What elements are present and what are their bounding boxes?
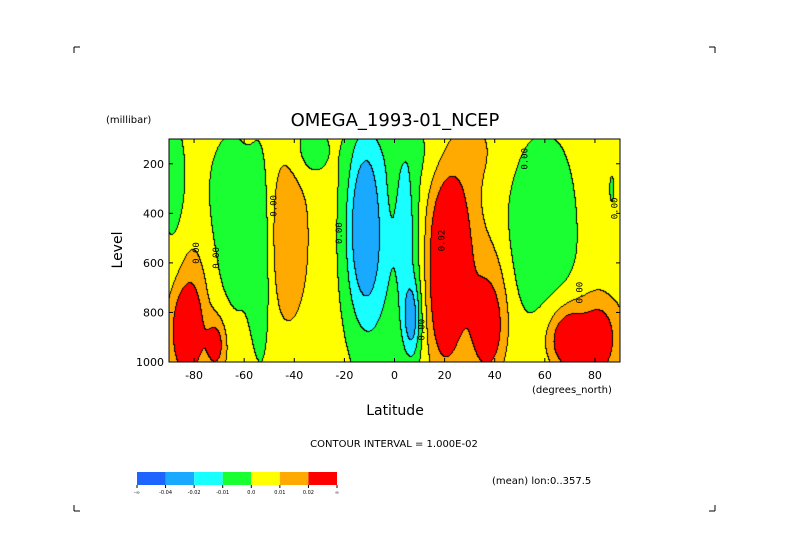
colorbar-label: 0.02 [303,490,314,496]
x-tick-label: -40 [285,369,303,382]
x-tick-label: -80 [185,369,203,382]
x-tick-label: -20 [335,369,353,382]
contour-interval-text: CONTOUR INTERVAL = 1.000E-02 [310,439,478,450]
colorbar-swatch [222,472,252,485]
y-axis-ticks: 200 400 600 800 1000 [136,158,620,369]
y-tick-label: 1000 [136,356,164,369]
x-axis-label: Latitude [366,403,424,419]
contour-label: 0.00 [192,242,202,264]
chart-title: OMEGA_1993-01_NCEP [291,110,500,131]
colorbar-label: 0.01 [274,490,285,496]
colorbar-label: -0.04 [159,490,172,496]
colorbar-label: -0.02 [188,490,201,496]
x-tick-label: -60 [235,369,253,382]
y-axis-label: Level [110,232,126,269]
contour-label: 0.00 [335,222,345,244]
x-tick-label: 0 [391,369,398,382]
y-tick-label: 400 [143,207,164,220]
contour-label: 0.00 [212,247,222,269]
corner-mark-top-right [709,46,716,53]
region-text: (mean) lon:0..357.5 [492,476,591,487]
y-tick-label: 800 [143,306,164,319]
corner-mark-top-left [73,46,80,53]
colorbar-swatch [194,472,223,485]
colorbar-label: -0.01 [216,490,229,496]
colorbar-label: ∞ [335,490,339,496]
x-tick-label: 60 [538,369,552,382]
omega-field [169,139,620,362]
colorbar-swatch [279,472,309,485]
corner-marks [73,46,716,512]
colorbar-swatch [165,472,195,485]
contour-label: 0.00 [270,195,280,217]
contour-label: 0.02 [438,230,448,252]
contour-label: 0.00 [610,198,620,220]
colorbar: -∞ -0.04 -0.02 -0.01 0.0 0.01 0.02 ∞ [134,472,339,496]
plot-area [168,138,621,363]
x-tick-label: 80 [588,369,602,382]
y-tick-label: 200 [143,158,164,171]
y-axis-units: (millibar) [106,115,151,126]
corner-mark-bottom-right [709,505,716,512]
contour-label: 0.00 [520,148,530,170]
x-axis-units: (degrees_north) [532,385,612,396]
x-tick-label: 40 [488,369,502,382]
contour-labels: 0.00 0.00 0.00 0.00 0.00 0.02 0.00 0.00 0.00 [192,148,620,341]
x-tick-label: 20 [438,369,452,382]
colorbar-label: 0.0 [247,490,255,496]
corner-mark-bottom-left [73,505,80,512]
colorbar-label: -∞ [134,490,140,496]
colorbar-swatch [308,472,337,485]
colorbar-swatch [251,472,280,485]
x-axis-ticks: -80 -60 -40 -20 0 20 40 60 80 [185,139,602,382]
colorbar-swatch [137,472,166,485]
contour-label: 0.00 [418,319,428,341]
y-tick-label: 600 [143,257,164,270]
contour-label: 0.00 [575,282,585,304]
